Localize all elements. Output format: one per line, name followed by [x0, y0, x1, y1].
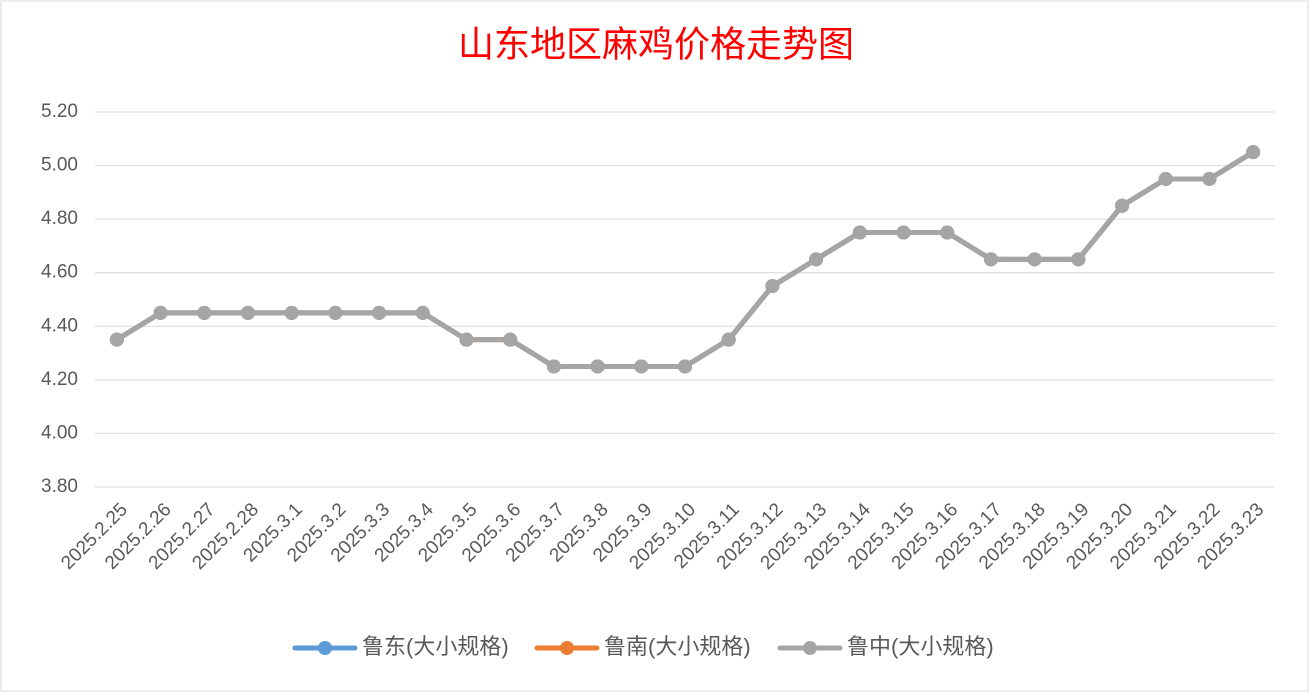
legend-marker: [560, 641, 574, 655]
data-point: [197, 305, 212, 320]
data-point: [721, 332, 736, 347]
legend-marker: [803, 641, 817, 655]
y-tick-label: 3.80: [41, 476, 78, 497]
legend-label: 鲁南(大小规格): [604, 634, 751, 659]
data-point: [940, 225, 955, 240]
data-point: [1202, 171, 1217, 186]
data-point: [372, 305, 387, 320]
data-point: [809, 252, 824, 267]
y-tick-label: 5.20: [41, 101, 78, 122]
y-tick-label: 4.60: [41, 262, 78, 283]
data-point: [1115, 198, 1130, 213]
data-point: [1027, 252, 1042, 267]
data-point: [590, 359, 605, 374]
y-tick-label: 5.00: [41, 155, 78, 176]
legend-marker: [318, 641, 332, 655]
y-tick-label: 4.20: [41, 369, 78, 390]
data-point: [1158, 171, 1173, 186]
data-point: [109, 332, 124, 347]
data-point: [328, 305, 343, 320]
data-point: [765, 279, 780, 294]
data-point: [284, 305, 299, 320]
data-point: [459, 332, 474, 347]
data-point: [240, 305, 255, 320]
data-point: [983, 252, 998, 267]
y-tick-label: 4.80: [41, 208, 78, 229]
data-point: [852, 225, 867, 240]
data-point: [1071, 252, 1086, 267]
data-point: [153, 305, 168, 320]
y-tick-label: 4.00: [41, 422, 78, 443]
data-point: [678, 359, 692, 374]
data-point: [1246, 145, 1261, 160]
chart-title: 山东地区麻鸡价格走势图: [458, 24, 854, 64]
data-point: [896, 225, 911, 240]
legend-label: 鲁中(大小规格): [847, 634, 994, 659]
data-point: [634, 359, 649, 374]
y-tick-label: 4.40: [41, 315, 78, 336]
data-point: [503, 332, 518, 347]
data-point: [546, 359, 561, 374]
legend-label: 鲁东(大小规格): [362, 634, 509, 659]
data-point: [415, 305, 430, 320]
